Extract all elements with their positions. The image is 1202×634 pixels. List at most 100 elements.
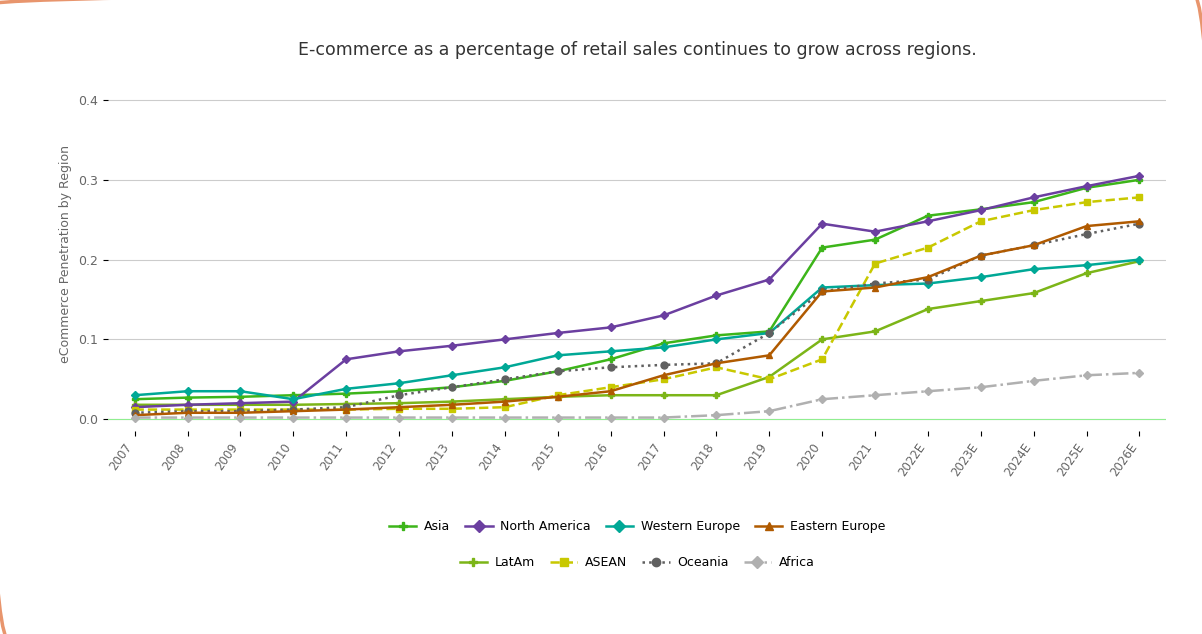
Western Europe (709, 335, 724, 343)
Western Europe (180, 387, 195, 395)
Asia (656, 340, 671, 347)
Western Europe (603, 347, 618, 355)
Oceania (762, 329, 776, 337)
LatAm (921, 305, 935, 313)
North America (286, 398, 300, 405)
North America (709, 292, 724, 299)
Western Europe (127, 391, 142, 399)
North America (339, 356, 353, 363)
Asia (339, 390, 353, 398)
LatAm (392, 399, 406, 407)
LatAm (1027, 289, 1041, 297)
Oceania (233, 408, 248, 415)
Title: E-commerce as a percentage of retail sales continues to grow across regions.: E-commerce as a percentage of retail sal… (298, 41, 976, 59)
Western Europe (1132, 256, 1147, 263)
Asia (1079, 184, 1094, 191)
Africa (180, 414, 195, 422)
Eastern Europe (127, 411, 142, 419)
Eastern Europe (1132, 217, 1147, 225)
Oceania (180, 408, 195, 415)
Eastern Europe (445, 401, 459, 408)
North America (656, 312, 671, 320)
ASEAN (656, 375, 671, 383)
Asia (762, 328, 776, 335)
Western Europe (868, 281, 882, 289)
Eastern Europe (921, 273, 935, 281)
Oceania (974, 252, 988, 259)
North America (1079, 183, 1094, 190)
ASEAN (445, 405, 459, 413)
Western Europe (815, 283, 829, 291)
Eastern Europe (286, 408, 300, 415)
Africa (445, 414, 459, 422)
Africa (233, 414, 248, 422)
ASEAN (180, 406, 195, 413)
Asia (392, 387, 406, 395)
North America (127, 403, 142, 411)
LatAm (603, 391, 618, 399)
Western Europe (1079, 261, 1094, 269)
Eastern Europe (656, 372, 671, 379)
Line: LatAm: LatAm (131, 257, 1143, 408)
Oceania (286, 406, 300, 413)
Asia (233, 393, 248, 401)
Eastern Europe (339, 406, 353, 413)
Oceania (339, 403, 353, 411)
North America (445, 342, 459, 349)
LatAm (709, 391, 724, 399)
North America (233, 399, 248, 407)
Line: Oceania: Oceania (131, 220, 1143, 417)
North America (603, 323, 618, 331)
LatAm (551, 393, 565, 401)
ASEAN (868, 260, 882, 268)
Africa (868, 391, 882, 399)
LatAm (180, 401, 195, 408)
Africa (127, 414, 142, 422)
ASEAN (1027, 206, 1041, 214)
LatAm (868, 328, 882, 335)
LatAm (656, 391, 671, 399)
Africa (762, 408, 776, 415)
LatAm (233, 401, 248, 408)
Asia (1132, 176, 1147, 184)
Eastern Europe (551, 393, 565, 401)
ASEAN (603, 384, 618, 391)
Eastern Europe (709, 359, 724, 367)
Africa (709, 411, 724, 419)
North America (1027, 193, 1041, 201)
North America (921, 217, 935, 225)
Western Europe (445, 372, 459, 379)
Eastern Europe (392, 403, 406, 411)
Oceania (1132, 220, 1147, 228)
LatAm (498, 396, 512, 403)
Asia (180, 394, 195, 401)
Asia (551, 368, 565, 375)
Western Europe (498, 363, 512, 371)
LatAm (762, 373, 776, 380)
LatAm (974, 297, 988, 305)
ASEAN (1079, 198, 1094, 206)
Asia (815, 244, 829, 252)
Oceania (445, 384, 459, 391)
Western Europe (339, 385, 353, 392)
Africa (815, 396, 829, 403)
ASEAN (392, 405, 406, 413)
Eastern Europe (762, 351, 776, 359)
Eastern Europe (974, 252, 988, 259)
ASEAN (921, 244, 935, 252)
Asia (286, 391, 300, 399)
North America (1132, 172, 1147, 179)
North America (392, 347, 406, 355)
Line: Asia: Asia (131, 176, 1143, 403)
Asia (1027, 198, 1041, 206)
Oceania (656, 361, 671, 369)
LatAm (445, 398, 459, 405)
Oceania (1027, 242, 1041, 249)
Asia (709, 332, 724, 339)
Africa (1132, 369, 1147, 377)
Eastern Europe (868, 283, 882, 291)
Oceania (868, 280, 882, 287)
Oceania (392, 391, 406, 399)
Eastern Europe (233, 409, 248, 417)
LatAm (127, 401, 142, 408)
